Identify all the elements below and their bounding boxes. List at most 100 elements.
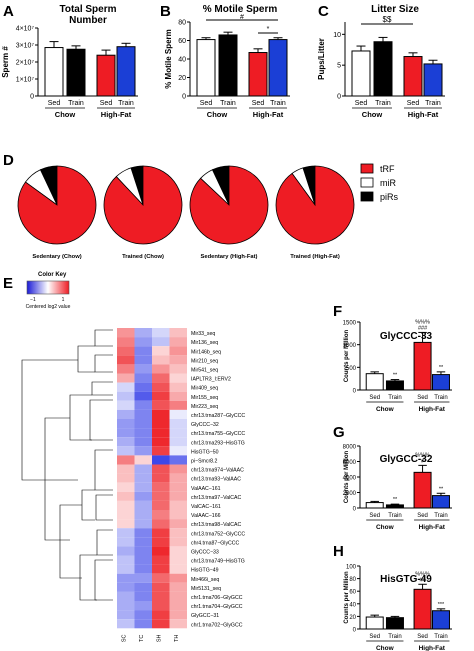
heatmap-cell bbox=[117, 519, 135, 529]
chart-h-x-tick-label: Train bbox=[388, 634, 401, 640]
dendrogram-branch bbox=[69, 394, 92, 441]
chart-h-significance-mark: *** bbox=[438, 602, 445, 608]
dendrogram-branch bbox=[59, 504, 82, 579]
heatmap-cell bbox=[152, 464, 170, 474]
heatmap-cell bbox=[117, 337, 135, 347]
legend-swatch bbox=[360, 191, 374, 202]
heatmap-cell bbox=[169, 355, 187, 365]
chart-h-ytick-label: 0 bbox=[353, 628, 357, 634]
heatmap-cell bbox=[169, 328, 187, 338]
heatmap-cell bbox=[117, 591, 135, 601]
heatmap-row-label: IAPLTR3_I:ERV2 bbox=[191, 377, 231, 383]
chart-b-bar bbox=[196, 39, 216, 97]
heatmap-cell bbox=[152, 391, 170, 401]
heatmap-cell bbox=[152, 555, 170, 565]
chart-g-x-tick-label: Train bbox=[388, 513, 401, 519]
heatmap-row-label: GlyCCC−33 bbox=[191, 550, 219, 556]
heatmap-cell bbox=[152, 546, 170, 556]
pie-slice-trf bbox=[189, 165, 269, 245]
chart-g-x-tick-label: Sed bbox=[417, 513, 428, 519]
pie-label: Trained (Chow) bbox=[122, 254, 164, 260]
chart-g-group-label: Chow bbox=[376, 524, 395, 531]
chart-g-bar bbox=[431, 495, 450, 509]
pie-label: Sedentary (High-Fat) bbox=[200, 254, 257, 260]
dendrogram-branch bbox=[21, 359, 78, 481]
chart-f-x-tick-label: Sed bbox=[369, 395, 380, 401]
heatmap-cell bbox=[117, 409, 135, 419]
chart-h-ytick-label: 20 bbox=[349, 615, 356, 621]
heatmap-cell bbox=[134, 601, 152, 611]
chart-h-x-tick-label: Train bbox=[434, 634, 447, 640]
heatmap-cell bbox=[169, 382, 187, 392]
heatmap-cell bbox=[117, 328, 135, 338]
pie-slice-trf bbox=[103, 165, 183, 245]
chart-c-ytick-label: 5 bbox=[337, 63, 341, 70]
chart-f-significance-mark: ** bbox=[439, 365, 444, 371]
heatmap-row-label: Mir136_seq bbox=[191, 340, 218, 346]
heatmap-row-label: ValAAC−161 bbox=[191, 486, 221, 492]
heatmap-cell bbox=[152, 564, 170, 574]
chart-h-significance-mark: ## bbox=[419, 577, 426, 583]
chart-c-ytick-label: 0 bbox=[337, 94, 341, 101]
panel-label-f: F bbox=[333, 303, 342, 320]
heatmap-row-label: pi−Smcr8.2 bbox=[191, 459, 217, 465]
chart-b-group-label: Chow bbox=[207, 110, 228, 119]
heatmap-cell bbox=[152, 409, 170, 419]
chart-h-bar bbox=[385, 617, 404, 630]
heatmap-cell bbox=[117, 355, 135, 365]
heatmap-cell bbox=[134, 546, 152, 556]
chart-a-ytick-label: 4×10⁷ bbox=[16, 26, 35, 33]
panel-label-g: G bbox=[333, 424, 345, 441]
heatmap-cell bbox=[169, 346, 187, 356]
chart-a-ytick-label: 1×10⁷ bbox=[16, 77, 35, 84]
chart-g-ytick-label: 0 bbox=[353, 507, 357, 513]
heatmap-cell bbox=[117, 564, 135, 574]
heatmap-cell bbox=[152, 346, 170, 356]
heatmap-row-label: chr1.trna704−GlyGCC bbox=[191, 604, 243, 610]
heatmap-cell bbox=[152, 619, 170, 629]
chart-f-x-tick-label: Train bbox=[434, 395, 447, 401]
pie-slice-trf bbox=[275, 165, 355, 245]
heatmap-cell bbox=[152, 428, 170, 438]
heatmap-cell bbox=[169, 364, 187, 374]
heatmap-cell bbox=[169, 601, 187, 611]
heatmap-cell bbox=[134, 582, 152, 592]
chart-a-ytick-label: 0 bbox=[30, 94, 34, 101]
panel-label-c: C bbox=[318, 3, 329, 20]
heatmap-cell bbox=[152, 491, 170, 501]
heatmap-cell bbox=[169, 446, 187, 456]
heatmap-cell bbox=[134, 328, 152, 338]
chart-b-ytick-label: 40 bbox=[178, 57, 186, 64]
chart-g-x-tick-label: Sed bbox=[369, 513, 380, 519]
legend-label: miR bbox=[380, 178, 396, 188]
heatmap-cell bbox=[169, 455, 187, 465]
chart-c-x-tick-label: Sed bbox=[355, 100, 368, 107]
heatmap-cell bbox=[134, 528, 152, 538]
chart-g-group-label: High-Fat bbox=[419, 524, 446, 531]
chart-f-x-tick-label: Train bbox=[388, 395, 401, 401]
dendrogram-branch bbox=[94, 354, 113, 373]
chart-c-bar bbox=[373, 41, 393, 97]
heatmap-cell bbox=[117, 610, 135, 620]
heatmap-cell bbox=[169, 555, 187, 565]
dendrogram-branch bbox=[79, 554, 97, 601]
chart-h-title: HisGTG-49 bbox=[380, 574, 432, 585]
chart-a-x-tick-label: Train bbox=[68, 100, 84, 107]
heatmap-cell bbox=[117, 428, 135, 438]
chart-c-x-tick-label: Train bbox=[375, 100, 391, 107]
pie-slice-trf bbox=[17, 165, 97, 245]
chart-c-bar bbox=[403, 56, 423, 97]
heatmap-cell bbox=[169, 573, 187, 583]
heatmap-cell bbox=[169, 473, 187, 483]
chart-h-bar bbox=[431, 610, 450, 630]
chart-f-significance-mark: ### bbox=[418, 325, 428, 331]
color-key-tick: 1 bbox=[62, 297, 65, 303]
chart-f-ytick-label: 0 bbox=[353, 389, 357, 395]
heatmap-cell bbox=[117, 555, 135, 565]
heatmap-cell bbox=[117, 582, 135, 592]
chart-a-group-label: High-Fat bbox=[101, 110, 132, 119]
heatmap-cell bbox=[152, 382, 170, 392]
heatmap-cell bbox=[134, 355, 152, 365]
chart-c-group-label: High-Fat bbox=[408, 110, 439, 119]
chart-g-x-tick-label: Train bbox=[434, 513, 447, 519]
